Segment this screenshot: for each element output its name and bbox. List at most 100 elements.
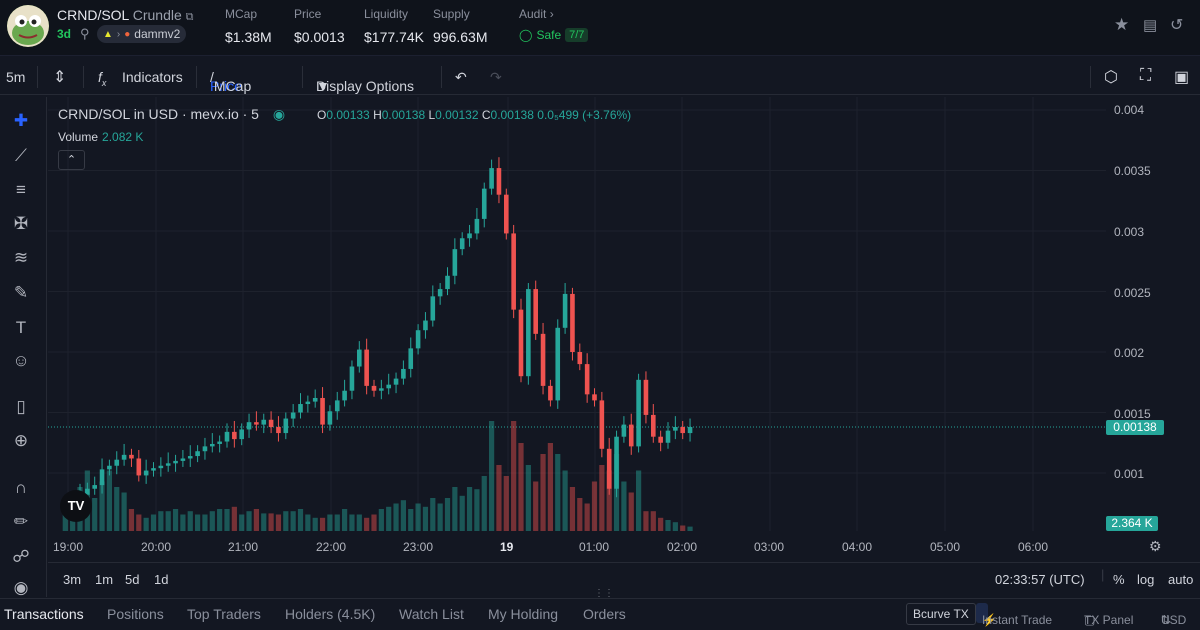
settings-icon[interactable]: ⬡ [1104,69,1118,86]
volume-bar [511,421,517,531]
candle-body [621,424,627,437]
indicators-button[interactable]: Indicators [122,69,183,85]
volume-bar [172,509,179,531]
instant-trade-button[interactable]: ⚡ Instant Trade [976,603,1052,627]
volume-bar [430,498,436,531]
star-icon[interactable]: ★ [1114,15,1130,34]
y-tick: 0.0015 [1114,407,1151,421]
candle-body [430,296,436,321]
redo-icon[interactable]: ↷ [490,69,502,85]
dex-name: dammv2 [134,27,181,41]
drag-handle-icon[interactable]: ⋮⋮ [594,588,614,599]
drawing-toolbar: ✚ ⟋ ≡ ✠ ≋ ✎ T ☺ ▯ ⊕ ∩ ✏ ☍ ◉ [0,97,47,597]
chart-title: CRND/SOL in USD · mevx.io · 5 [58,106,259,122]
eye-icon[interactable]: ◉ [13,578,29,597]
tab-holders[interactable]: Holders (4.5K) [285,606,376,622]
candle-body [173,460,178,464]
candle-body [239,429,244,440]
tab-positions[interactable]: Positions [107,606,164,622]
horizontal-lines-icon[interactable]: ≡ [16,180,26,199]
mcap-option[interactable]: MCap [213,78,252,94]
candle-body [526,289,531,377]
candle-body [555,327,561,401]
volume-bar [444,498,451,531]
volume-bar [474,489,480,531]
range-5d[interactable]: 5d [125,572,140,587]
tab-watch-list[interactable]: Watch List [399,606,464,622]
log-scale-toggle[interactable]: log [1137,572,1155,587]
tab-orders[interactable]: Orders [583,606,626,622]
volume-bar [481,476,487,531]
emoji-icon[interactable]: ☺ [12,351,30,370]
volume-bar [195,514,201,531]
audit-link[interactable]: Audit › [519,7,554,21]
candle-body [437,289,443,297]
range-1m[interactable]: 1m [95,572,114,587]
candle-body [562,293,568,328]
token-avatar[interactable] [7,5,49,47]
range-1d[interactable]: 1d [154,572,169,587]
text-tool-icon[interactable]: T [15,318,27,337]
bolt-icon: ⚡ [982,613,997,627]
x-tick: 05:00 [930,540,961,554]
divider [441,66,442,88]
percent-scale-toggle[interactable]: % [1113,572,1125,587]
x-tick: 20:00 [141,540,172,554]
dex-icon: ● [124,28,131,40]
candle-body [371,385,377,391]
price-option[interactable]: Price [210,78,242,94]
price-mcap-toggle[interactable]: Price / MCap [210,69,252,94]
layout-icon[interactable]: ▤ [1143,17,1158,34]
share-icon[interactable]: ↺ [1170,17,1184,34]
currency-toggle[interactable]: ⇅ USD [1155,603,1186,627]
candle-body [283,418,289,434]
range-3m[interactable]: 3m [63,572,82,587]
magnet-icon[interactable]: ∩ [14,478,28,497]
pattern-icon[interactable]: ✠ [13,214,29,233]
volume-bar [180,514,186,531]
volume-bar [503,476,509,531]
camera-icon[interactable]: ▣ [1174,69,1190,86]
auto-scale-toggle[interactable]: auto [1168,572,1194,587]
zoom-in-icon[interactable]: ⊕ [13,431,29,450]
volume-bar [547,443,553,531]
ruler-icon[interactable]: ▯ [16,397,26,416]
fib-icon[interactable]: ≋ [13,248,29,267]
candle-body [210,443,215,447]
tx-panel-button[interactable]: ▢ TX Panel [1078,603,1133,627]
ohlc-readout: O0.00133 H0.00138 L0.00132 C0.00138 0.0₅… [317,108,632,122]
indicators-icon[interactable]: fx [98,69,107,88]
volume-bar [202,514,208,531]
bcurve-tx-button[interactable]: Bcurve TX [906,603,976,625]
crosshair-icon[interactable]: ✚ [13,111,29,130]
volume-bar [577,498,583,531]
dex-chip[interactable]: ▲ › ● dammv2 [97,25,187,43]
candle-body [651,414,656,437]
tradingview-logo-icon[interactable]: TV [60,490,92,522]
axis-settings-icon[interactable]: ⚙ [1149,538,1162,554]
candle-body [99,469,105,486]
candle-type-icon[interactable]: ⇕ [53,69,67,86]
tab-my-holding[interactable]: My Holding [488,606,559,622]
volume-bar [496,465,502,531]
interval-selector[interactable]: 5m [6,69,26,85]
price-chart[interactable] [48,97,1106,535]
collapse-legend-button[interactable]: ⌃ [58,150,85,170]
search-icon[interactable]: ⚲ [80,26,90,41]
candle-body [665,430,671,443]
tab-top-traders[interactable]: Top Traders [187,606,261,622]
trend-line-icon[interactable]: ⟋ [15,146,27,165]
undo-icon[interactable]: ↶ [455,69,467,85]
utc-clock[interactable]: 02:33:57 (UTC) [995,572,1085,587]
tab-transactions[interactable]: Transactions [4,606,84,622]
lock-icon[interactable]: ☍ [12,547,30,566]
pair-title: CRND/SOL Crundle ⧉ [57,7,194,24]
brush-icon[interactable]: ✎ [13,283,29,302]
candle-body [393,378,399,385]
candle-body [327,411,333,425]
volume-bar [562,470,568,531]
fullscreen-icon[interactable]: ⛶ [1140,67,1152,84]
volume-bar [143,517,149,531]
lock-drawing-icon[interactable]: ✏ [13,512,29,531]
copy-icon[interactable]: ⧉ [185,11,194,23]
